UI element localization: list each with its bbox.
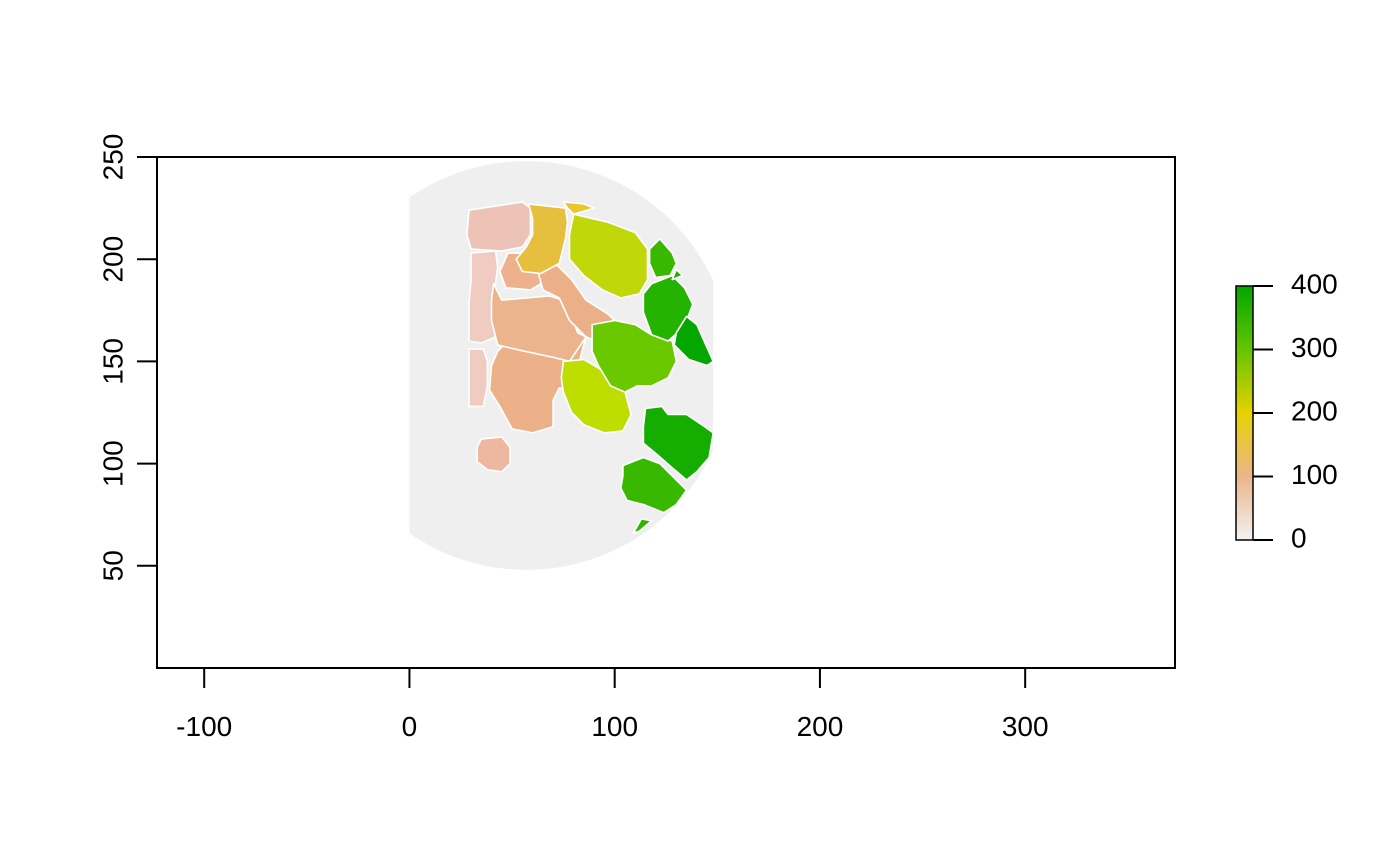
heatmap-region-r01 <box>466 201 532 252</box>
heatmap-region-r03 <box>468 348 489 408</box>
y-tick-label: 200 <box>97 236 128 283</box>
x-tick-label: 0 <box>402 711 418 742</box>
heatmap-region-r18 <box>642 405 715 481</box>
colorbar-legend: 0 100 200 300 400 <box>1235 268 1338 553</box>
y-tick-label: 250 <box>97 134 128 181</box>
x-tick-label: 200 <box>797 711 844 742</box>
heatmap-region-r11 <box>568 213 649 299</box>
x-tick-label: -100 <box>176 711 232 742</box>
heatmap-region-r17 <box>673 315 715 367</box>
heatmap-region-r19 <box>619 456 688 514</box>
colorbar-tick-label: 200 <box>1291 395 1338 426</box>
heatmap-region-r16 <box>671 268 684 281</box>
x-tick-label: 100 <box>591 711 638 742</box>
colorbar-tick-label: 400 <box>1291 268 1338 299</box>
colorbar-tick-label: 300 <box>1291 332 1338 363</box>
heatmap-region-r20 <box>632 517 653 534</box>
heatmap-region-r13 <box>591 319 678 393</box>
x-tick-label: 300 <box>1002 711 1049 742</box>
y-tick-label: 100 <box>97 440 128 487</box>
heatmap-layer <box>409 161 715 570</box>
y-tick-label: 50 <box>97 550 128 581</box>
y-tick-label: 150 <box>97 338 128 385</box>
heatmap-region-r04 <box>476 436 511 473</box>
heatmap-region-r02 <box>468 250 499 344</box>
y-axis: 50 100 150 200 250 <box>97 134 158 581</box>
heatmap-region-r10 <box>562 201 596 215</box>
heatmap-region-r14 <box>648 238 678 279</box>
x-axis: -100 0 100 200 300 <box>176 667 1049 742</box>
colorbar-tick-label: 0 <box>1291 522 1307 553</box>
heatmap-region-r09 <box>515 203 569 275</box>
colorbar-bar <box>1235 285 1254 541</box>
colorbar-tick-label: 100 <box>1291 459 1338 490</box>
